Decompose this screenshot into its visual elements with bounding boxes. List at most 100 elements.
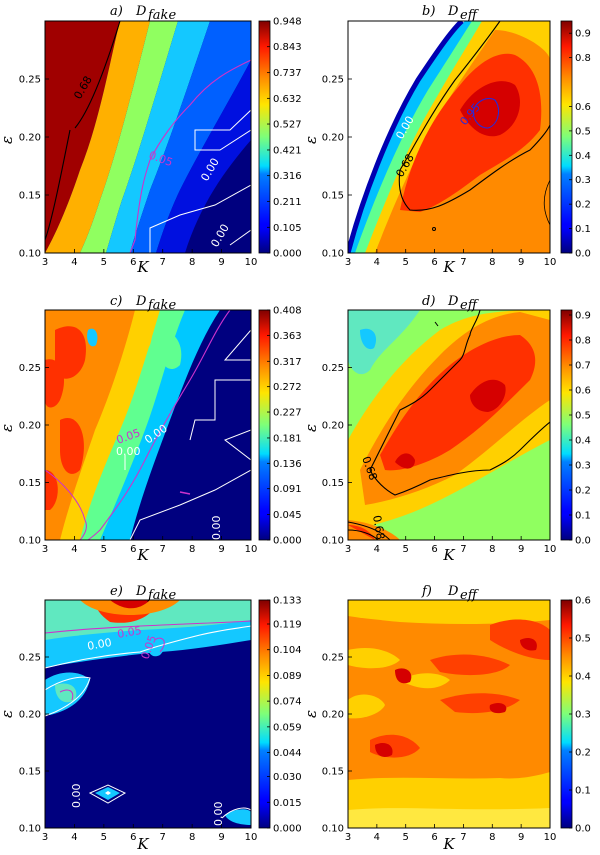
panel-d-cb-tick-label-1: 0.8: [575, 336, 591, 347]
panel-d-cb-tick-label-3: 0.6: [575, 386, 591, 397]
panel-a-cb-tick-label-5: 0.421: [273, 145, 302, 156]
panel-c-x-tick-label-0: 3: [42, 544, 48, 555]
panel-a-x-tick-label-5: 8: [189, 257, 195, 268]
panel-f-title: f) D eff: [421, 584, 480, 603]
panel-e-contour-label-5: 0.00: [212, 802, 225, 827]
panel-c-cb-tick-label-7: 0.091: [273, 484, 302, 495]
panel-c-y-tick-label-3: 0.25: [19, 363, 41, 374]
panel-e-colorbar-ticks: 0.133 0.119 0.104 0.089 0.074 0.059 0.044 0.030…: [267, 596, 302, 835]
panel-b-x-tick-label-0: 3: [345, 257, 351, 268]
panel-c-x-ticks: 3 4 5 6 7 8 9 10: [42, 536, 258, 555]
panel-f-y-tick-label-3: 0.25: [322, 653, 344, 664]
panel-f-xlabel: K: [442, 835, 455, 853]
panel-a-y-tick-label-1: 0.15: [19, 191, 41, 202]
panel-f-cb-tick-label-2: 0.4: [575, 672, 591, 683]
panel-f-y-tick-label-1: 0.15: [322, 767, 344, 778]
panel-b-colorbar: [560, 20, 573, 254]
panel-e-letter: e): [110, 584, 123, 599]
panel-d-y-tick-label-3: 0.25: [322, 363, 344, 374]
panel-c-y-tick-label-0: 0.10: [19, 536, 41, 547]
panel-c-colorbar-ticks: 0.408 0.363 0.317 0.272 0.227 0.181 0.136 0.091…: [267, 306, 302, 547]
panel-c-title-d: D: [135, 294, 147, 309]
panel-d-cb-tick-label-8: 0.1: [575, 511, 591, 522]
panel-a-y-tick-label-2: 0.20: [19, 133, 41, 144]
panel-f-cb-tick-label-0: 0.6: [575, 596, 591, 607]
panel-d-colorbar: [560, 309, 573, 541]
panel-a-cb-tick-label-0: 0.948: [273, 17, 302, 28]
panel-b-cb-tick-label-5: 0.3: [575, 175, 591, 186]
panel-c-x-tick-label-4: 7: [160, 544, 166, 555]
panel-f-title-d: D: [447, 584, 459, 599]
panel-f-x-ticks: 3 4 5 6 7 8 9 10: [345, 824, 557, 843]
panel-e-x-ticks: 3 4 5 6 7 8 9 10: [42, 824, 257, 843]
panel-e-contour-label-2: 0.00: [86, 636, 112, 653]
panel-c-cb-tick-label-0: 0.408: [273, 306, 302, 317]
panel-d-y-ticks: 0.10 0.15 0.20 0.25: [322, 363, 352, 547]
panel-e-contour-label-1: 0.05: [116, 624, 142, 641]
panel-d-y-tick-label-0: 0.10: [322, 536, 344, 547]
panel-f-heatmap: [348, 600, 550, 828]
panel-d-ylabel: ε: [302, 424, 320, 432]
panel-d-x-tick-label-1: 4: [374, 544, 380, 555]
panel-c-contour-label-4: 0.00: [210, 516, 223, 541]
panel-f-cb-tick-label-4: 0.2: [575, 748, 591, 759]
panel-e-ylabel: ε: [0, 710, 16, 718]
panel-e-xlabel: K: [136, 835, 149, 853]
panel-a-cb-tick-label-2: 0.737: [273, 68, 302, 79]
panel-b-contour-068: [398, 21, 550, 211]
panel-b-cb-tick-label-3: 0.5: [575, 126, 591, 137]
panel-b: 0.68 0.00 0.95 b) D eff 3 4 5 6 7 8 9 10 0.100.…: [302, 4, 591, 276]
panel-c-cb-tick-label-2: 0.317: [273, 357, 302, 368]
panel-d: 0.68 0.68 d) D eff 3 4 5 6 7 8 9 10 0.100.150.2…: [302, 294, 591, 564]
panel-b-title: b) D eff: [422, 4, 480, 23]
panel-e-contour-label-4: 0.00: [70, 784, 83, 809]
panel-e-y-tick-label-2: 0.20: [19, 710, 41, 721]
panel-a-x-ticks: 3 4 5 6 7 8 9 10: [42, 249, 257, 268]
panel-b-y-ticks: 0.10 0.15 0.20 0.25: [322, 75, 352, 260]
panel-b-cb-tick-label-7: 0.1: [575, 224, 591, 235]
panel-a: 0.68 0.05 0.00 0.00 a) D fake 3 4 5 6 7 8 9 10 …: [0, 4, 302, 276]
panel-b-y-tick-label-2: 0.20: [322, 133, 344, 144]
panel-e-y-tick-label-3: 0.25: [19, 653, 41, 664]
panel-a-x-tick-label-1: 4: [71, 257, 77, 268]
panel-a-cb-tick-label-9: 0.000: [273, 249, 302, 260]
panel-c-cb-tick-label-9: 0.000: [273, 536, 302, 547]
panel-f-x-tick-label-7: 10: [544, 832, 557, 843]
panel-d-x-tick-label-0: 3: [345, 544, 351, 555]
panel-e-title: e) D fake: [110, 584, 176, 603]
panel-b-title-sub: eff: [460, 8, 480, 23]
panel-c-heatmap: [45, 310, 251, 540]
panel-d-contour-068: [369, 310, 550, 496]
panel-a-heatmap: [45, 21, 251, 253]
panel-b-title-d: D: [447, 4, 459, 19]
panel-e-x-tick-label-6: 9: [218, 832, 224, 843]
panel-b-x-tick-label-4: 7: [460, 257, 466, 268]
panel-e-y-tick-label-0: 0.10: [19, 824, 41, 835]
panel-f-y-ticks: 0.10 0.15 0.20 0.25: [322, 653, 352, 835]
panel-b-cb-tick-label-0: 0.9: [575, 29, 591, 40]
panel-d-cb-tick-label-0: 0.9: [575, 311, 591, 322]
panel-e-contour-000: [45, 625, 251, 669]
panel-b-cb-tick-label-1: 0.8: [575, 53, 591, 64]
panel-f-title-sub: eff: [460, 588, 480, 603]
panel-c-x-tick-label-5: 8: [189, 544, 195, 555]
panel-b-y-tick-label-3: 0.25: [322, 75, 344, 86]
panel-c: 0.05 0.00 0.00 0.00 c) D fake 3 4 5 6 7 8 9 10 …: [0, 294, 302, 564]
panel-e-cb-tick-label-0: 0.133: [273, 596, 302, 607]
panel-c-letter: c): [110, 294, 122, 309]
panel-e-x-tick-label-0: 3: [42, 832, 48, 843]
panel-a-x-tick-label-2: 5: [101, 257, 107, 268]
panel-d-y-tick-label-1: 0.15: [322, 478, 344, 489]
panel-c-contour-005: [87, 310, 231, 540]
panel-f-x-tick-label-2: 5: [403, 832, 409, 843]
panel-d-heatmap: [348, 310, 550, 540]
panel-a-title: a) D fake: [110, 4, 176, 23]
panel-e-x-tick-label-1: 4: [71, 832, 77, 843]
panel-c-x-tick-label-7: 10: [245, 544, 258, 555]
panel-f-x-tick-label-4: 7: [460, 832, 466, 843]
panel-a-x-tick-label-4: 7: [160, 257, 166, 268]
panel-c-cb-tick-label-8: 0.045: [273, 510, 302, 521]
panel-a-title-sub: fake: [147, 8, 176, 23]
panel-d-cb-tick-label-2: 0.7: [575, 361, 591, 372]
panel-a-contour-005: [129, 59, 251, 253]
